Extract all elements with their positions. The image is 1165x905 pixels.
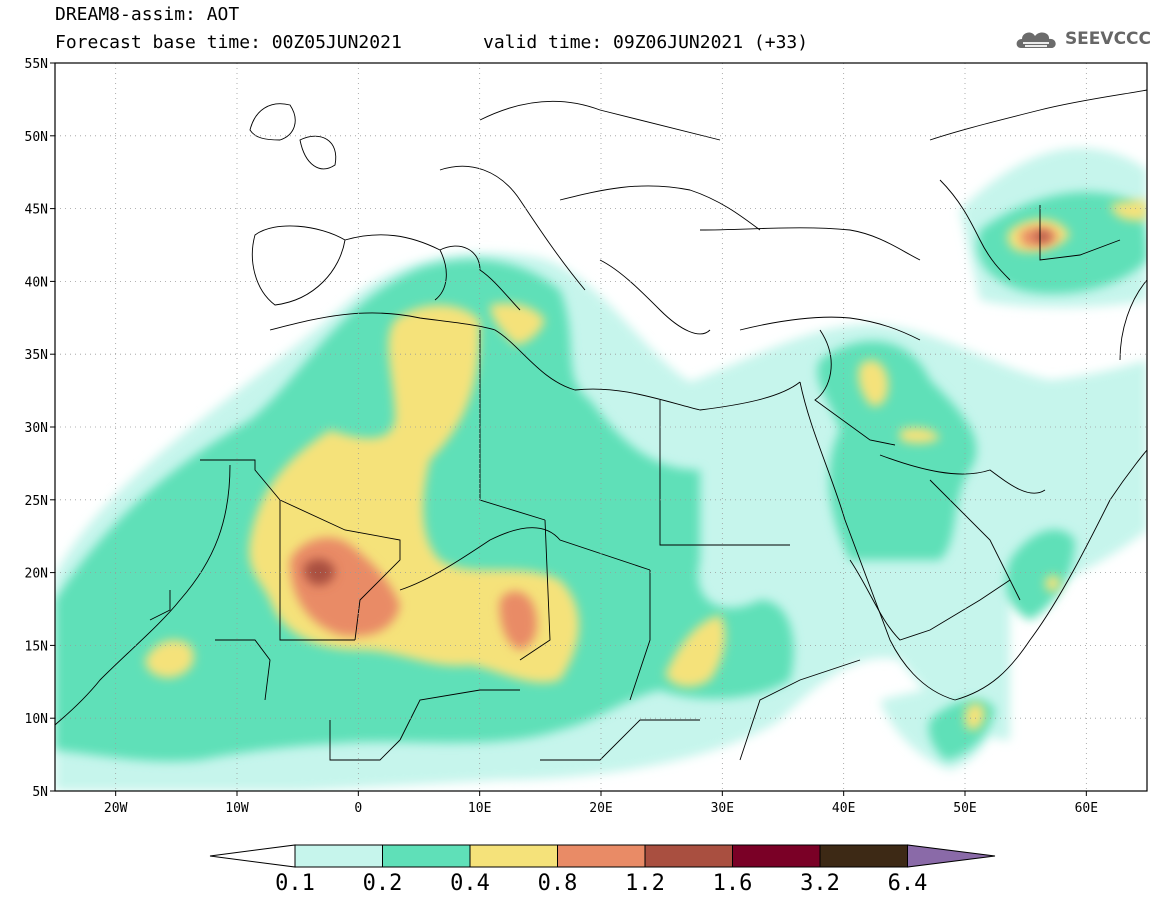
map-title: DREAM8-assim: AOT xyxy=(55,4,240,25)
lat-tick-label: 40N xyxy=(25,275,48,290)
boundaries xyxy=(55,89,1147,761)
valid-time: valid time: 09Z06JUN2021 (+33) xyxy=(483,32,809,53)
colorbar-segment xyxy=(732,844,821,868)
axes: 55N 50N 45N 40N 35N 30N 25N 20N 15N 10N 5N 20W 10W 0 1… xyxy=(25,57,1099,816)
colorbar-segment xyxy=(557,844,646,868)
cloud-icon xyxy=(1016,32,1056,48)
lat-tick-label: 30N xyxy=(25,421,48,436)
lat-tick-label: 10N xyxy=(25,712,48,727)
lat-tick-label: 20N xyxy=(25,567,48,582)
colorbar-label: 6.4 xyxy=(887,871,928,896)
aot-level-1.2 xyxy=(303,231,1050,586)
lat-tick-label: 15N xyxy=(25,639,48,654)
colorbar-label: 0.4 xyxy=(450,871,490,896)
colorbar-label: 1.2 xyxy=(625,871,665,896)
colorbar xyxy=(209,844,996,868)
colorbar-min-arrow xyxy=(209,844,296,868)
colorbar-segment xyxy=(644,844,733,868)
colorbar-segment xyxy=(819,844,908,868)
lon-tick-label: 20E xyxy=(589,801,612,816)
lat-tick-label: 50N xyxy=(25,130,48,145)
colorbar-segment xyxy=(294,844,383,868)
grid-lines xyxy=(55,63,1147,791)
forecast-base-time: Forecast base time: 00Z05JUN2021 xyxy=(55,32,402,53)
lon-tick-label: 50E xyxy=(953,801,976,816)
colorbar-label: 0.2 xyxy=(362,871,403,896)
aot-level-0.2 xyxy=(55,191,1147,762)
seevccc-logo: SEEVCCC xyxy=(1013,26,1151,52)
lon-tick-label: 0 xyxy=(354,801,362,816)
lat-tick-label: 25N xyxy=(25,494,48,509)
lon-tick-label: 60E xyxy=(1075,801,1098,816)
aot-field xyxy=(55,148,1147,791)
lat-tick-label: 45N xyxy=(25,203,48,218)
colorbar-label: 3.2 xyxy=(800,871,840,896)
lon-tick-label: 30E xyxy=(711,801,734,816)
logo-text: SEEVCCC xyxy=(1064,29,1151,49)
colorbar-segment xyxy=(469,844,558,868)
colorbar-label: 1.6 xyxy=(712,871,753,896)
colorbar-segment xyxy=(382,844,471,868)
lon-tick-label: 40E xyxy=(832,801,855,816)
lat-tick-label: 35N xyxy=(25,348,48,363)
lat-tick-label: 55N xyxy=(25,57,48,72)
lon-tick-label: 20W xyxy=(104,801,128,816)
lon-tick-label: 10W xyxy=(225,801,249,816)
colorbar-max-arrow xyxy=(907,844,996,868)
lon-tick-label: 10E xyxy=(468,801,491,816)
lat-tick-label: 5N xyxy=(32,785,48,800)
colorbar-label: 0.8 xyxy=(537,871,578,896)
colorbar-label: 0.1 xyxy=(275,871,315,896)
